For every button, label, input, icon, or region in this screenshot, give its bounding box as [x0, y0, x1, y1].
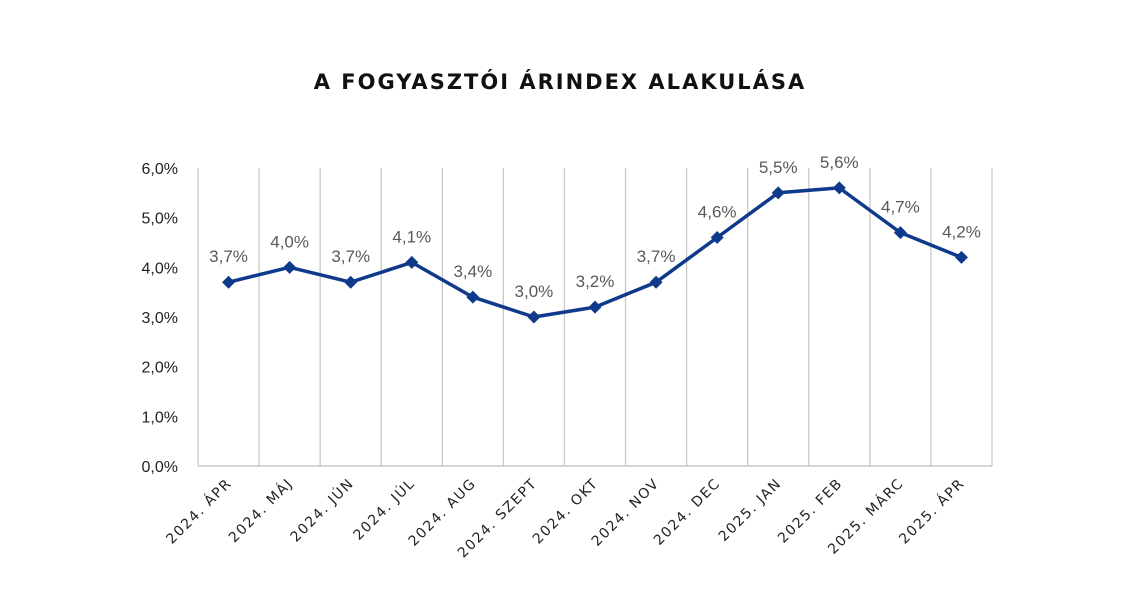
data-label: 3,0% — [515, 282, 554, 301]
data-point-marker — [649, 275, 663, 289]
data-point-marker — [893, 226, 907, 240]
data-label: 4,0% — [270, 232, 309, 251]
y-tick-label: 4,0% — [142, 260, 178, 277]
data-point-marker — [222, 275, 236, 289]
chart-title: A FOGYASZTÓI ÁRINDEX ALAKULÁSA — [314, 69, 807, 94]
y-tick-label: 1,0% — [142, 409, 178, 426]
data-label: 4,7% — [881, 198, 920, 217]
data-point-marker — [527, 310, 541, 324]
data-label: 5,6% — [820, 153, 859, 172]
data-label: 4,6% — [698, 203, 737, 222]
data-point-marker — [771, 186, 785, 200]
y-tick-label: 5,0% — [142, 211, 178, 228]
x-tick-label: 2025. ÁPR — [896, 475, 969, 548]
data-label: 5,5% — [759, 158, 798, 177]
data-point-marker — [588, 300, 602, 314]
data-point-marker — [466, 290, 480, 304]
y-tick-label: 0,0% — [142, 459, 178, 476]
data-label: 3,4% — [453, 262, 492, 281]
data-point-marker — [710, 231, 724, 245]
y-tick-label: 6,0% — [142, 161, 178, 178]
data-point-marker — [405, 255, 419, 269]
data-label: 4,1% — [392, 227, 431, 246]
x-tick-label: 2024. MÁJ — [225, 475, 296, 546]
gridlines — [197, 168, 993, 467]
data-label: 4,2% — [942, 222, 981, 241]
data-point-marker — [344, 275, 358, 289]
y-tick-label: 3,0% — [142, 310, 178, 327]
data-point-marker — [954, 250, 968, 264]
x-tick-label: 2024. JÚN — [286, 474, 357, 545]
data-label: 3,7% — [331, 247, 370, 266]
data-label: 3,2% — [576, 272, 615, 291]
x-tick-label: 2024. ÁPR — [163, 475, 236, 548]
data-label: 3,7% — [209, 247, 248, 266]
data-point-marker — [832, 181, 846, 195]
x-tick-label: 2024. JÚL — [349, 474, 418, 543]
y-tick-label: 2,0% — [142, 360, 178, 377]
data-point-marker — [283, 260, 297, 274]
data-labels: 3,7% 4,0% 3,7% 4,1% 3,4% 3,0% 3,2% 3,7% 4,6% 5,5%… — [209, 153, 981, 301]
series-cpi — [222, 181, 968, 324]
y-axis: 0,0% 1,0% 2,0% 3,0% 4,0% 5,0% 6,0% — [142, 161, 178, 476]
data-label: 3,7% — [637, 247, 676, 266]
